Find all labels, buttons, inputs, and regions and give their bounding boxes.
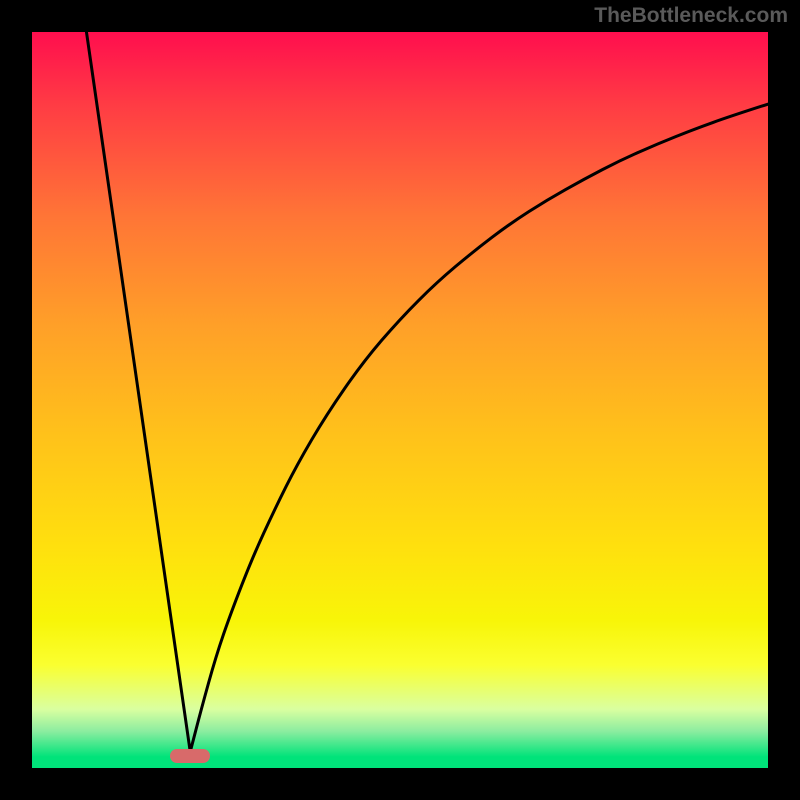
bottleneck-curve	[86, 32, 768, 752]
plot-area	[32, 32, 768, 768]
chart-container: TheBottleneck.com	[0, 0, 800, 800]
watermark-text: TheBottleneck.com	[594, 4, 788, 28]
curve-layer	[32, 32, 768, 768]
optimum-marker	[170, 749, 210, 763]
